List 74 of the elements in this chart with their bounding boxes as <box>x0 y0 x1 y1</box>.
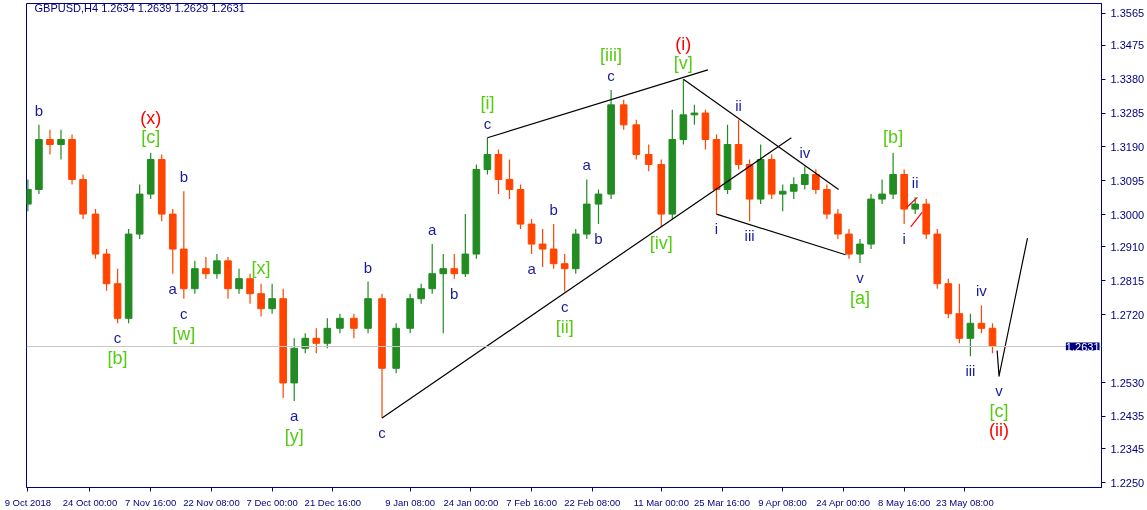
y-tick-label: 1.3285 <box>1110 107 1145 120</box>
annotation: [w] <box>172 323 196 344</box>
annotation: ii <box>735 96 742 114</box>
annotation: (ii) <box>989 420 1010 441</box>
annotation: b <box>450 284 459 302</box>
x-tick-label: 24 Oct 00:00 <box>62 496 118 508</box>
y-tick-label: 1.2250 <box>1110 476 1145 489</box>
annotation: c <box>378 423 387 441</box>
annotation: iv <box>799 143 811 161</box>
y-tick-label: 1.2720 <box>1110 308 1145 321</box>
annotation: b <box>34 101 44 119</box>
x-tick-label: 23 May 08:00 <box>936 496 994 508</box>
x-tick-label: 22 Feb 08:00 <box>564 496 621 508</box>
chart-title: GBPUSD,H4 1.2634 1.2639 1.2629 1.2631 <box>34 1 245 14</box>
y-tick-label: 1.2435 <box>1110 410 1145 423</box>
annotation: a <box>168 279 178 297</box>
annotation: i <box>902 230 906 248</box>
ref-line-label: 1.2631 <box>1065 340 1100 353</box>
annotation: [iii] <box>600 44 623 65</box>
x-tick-label: 7 Nov 16:00 <box>125 496 177 508</box>
annotation: b <box>179 168 188 186</box>
x-tick-label: 24 Apr 00:00 <box>816 496 871 508</box>
annotation: [b] <box>883 126 904 147</box>
x-tick-label: 9 Oct 2018 <box>4 496 52 508</box>
y-tick-label: 1.3000 <box>1110 208 1145 221</box>
annotation: c <box>607 66 616 84</box>
y-tick-label: 1.3190 <box>1110 140 1145 153</box>
y-tick-label: 1.2910 <box>1110 240 1145 253</box>
x-tick-label: 9 Jan 08:00 <box>385 496 435 508</box>
annotation: [ii] <box>555 316 574 337</box>
y-tick-label: 1.3475 <box>1110 39 1145 52</box>
annotation: c <box>180 304 189 322</box>
annotation: b <box>363 258 373 276</box>
y-tick-label: 1.2815 <box>1110 274 1145 287</box>
annotation: (x) <box>140 107 162 128</box>
y-tick-label: 1.2345 <box>1110 442 1145 455</box>
annotation: [i] <box>480 92 495 113</box>
annotation: [x] <box>251 257 271 278</box>
x-tick-label: 7 Dec 00:00 <box>246 496 298 508</box>
annotation: v <box>856 268 865 286</box>
annotation: a <box>582 156 592 174</box>
annotation: v <box>995 382 1004 400</box>
annotation: iv <box>976 282 988 300</box>
annotation: i <box>714 220 719 238</box>
annotation: b <box>594 230 603 248</box>
annotation: a <box>290 407 300 425</box>
x-tick-label: 8 May 16:00 <box>878 496 931 508</box>
annotation: [c] <box>989 401 1009 422</box>
annotation: c <box>560 297 569 315</box>
annotation: [a] <box>850 287 871 308</box>
x-tick-label: 24 Jan 00:00 <box>443 496 499 508</box>
y-tick-label: 1.3380 <box>1110 73 1145 86</box>
annotation: [v] <box>673 53 693 74</box>
y-tick-label: 1.2530 <box>1110 376 1145 389</box>
annotation: c <box>483 114 492 132</box>
x-tick-label: 9 Apr 08:00 <box>758 496 807 508</box>
x-tick-label: 7 Feb 16:00 <box>506 496 557 508</box>
x-tick-label: 22 Nov 08:00 <box>183 496 240 508</box>
x-tick-label: 25 Mar 16:00 <box>694 496 750 508</box>
annotation: [y] <box>284 426 304 447</box>
y-tick-label: 1.3095 <box>1110 174 1145 187</box>
annotation: a <box>527 260 537 278</box>
x-tick-label: 21 Dec 16:00 <box>304 496 362 508</box>
y-tick-label: 1.3565 <box>1110 7 1145 20</box>
annotation: iii <box>744 227 755 245</box>
annotation: (i) <box>675 34 692 55</box>
annotation: b <box>549 201 558 219</box>
annotation: a <box>428 221 438 239</box>
annotation: [iv] <box>649 232 673 253</box>
annotation: c <box>113 329 122 347</box>
annotation: iii <box>965 362 976 380</box>
annotation: ii <box>911 174 919 192</box>
annotation: [b] <box>107 348 128 369</box>
x-tick-label: 11 Mar 00:00 <box>633 496 689 508</box>
